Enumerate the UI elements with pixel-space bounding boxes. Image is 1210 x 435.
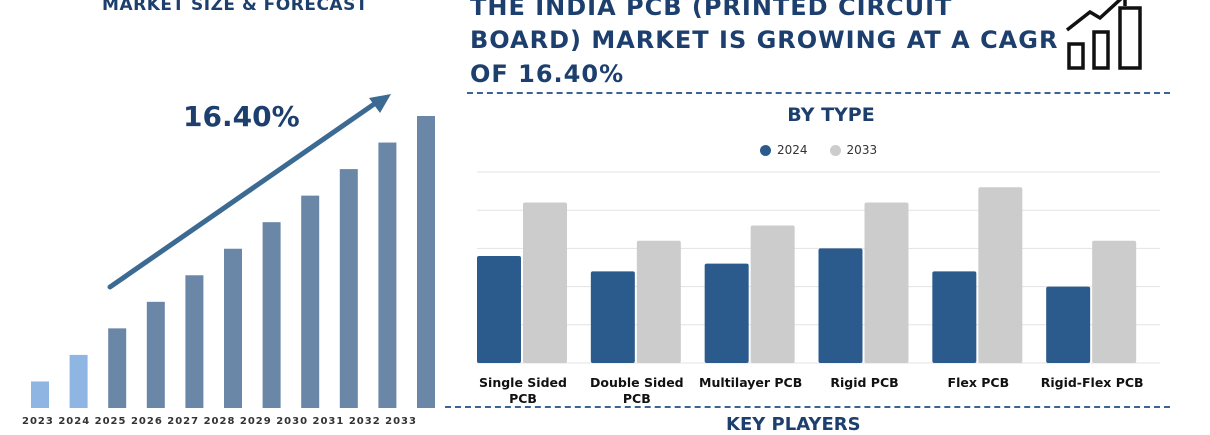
legend-item-2033: 2033 xyxy=(829,143,878,157)
market-bar-2032 xyxy=(378,142,397,408)
market-bar-2026 xyxy=(146,301,165,408)
market-bar-2023 xyxy=(31,381,49,408)
type-bar-2024-5 xyxy=(1046,286,1091,363)
by-type-legend: 2024 2033 xyxy=(760,143,877,157)
cagr-label: 16.40% xyxy=(183,100,300,133)
market-bar-2024 xyxy=(69,354,88,408)
by-type-title: BY TYPE xyxy=(787,104,875,126)
category-label-2: Multilayer PCB xyxy=(699,375,803,390)
type-bar-2024-1 xyxy=(590,271,635,363)
legend-swatch-2033 xyxy=(829,144,841,156)
category-label-0: Single Sided PCB xyxy=(479,375,567,406)
type-bar-2033-0 xyxy=(523,202,567,363)
type-bar-2033-4 xyxy=(978,187,1023,363)
type-bar-2024-0 xyxy=(477,256,521,363)
market-bar-2033 xyxy=(417,116,435,408)
growth-arrow-head xyxy=(369,94,391,113)
by-type-chart xyxy=(477,171,1160,364)
main-title-line-3: OF 16.40% xyxy=(470,60,625,88)
key-players-title: KEY PLAYERS xyxy=(726,414,861,435)
category-label-4: Flex PCB xyxy=(947,375,1010,390)
market-bar-2025 xyxy=(108,328,127,408)
section-divider-bottom xyxy=(445,406,1170,408)
market-bar-2027 xyxy=(185,275,204,408)
year-axis-strip: 2023 2024 2025 2026 2027 2028 2029 2030 … xyxy=(22,416,417,427)
legend-label-2033: 2033 xyxy=(846,143,878,157)
type-bar-2033-1 xyxy=(636,240,681,363)
type-bar-2033-2 xyxy=(750,225,795,363)
type-bar-2024-4 xyxy=(932,271,977,363)
section-divider-top xyxy=(467,92,1170,94)
main-title-line-2: BOARD) MARKET IS GROWING AT A CAGR xyxy=(470,26,1059,54)
category-label-5: Rigid-Flex PCB xyxy=(1040,375,1144,390)
type-bar-2033-5 xyxy=(1092,240,1137,363)
category-label-3: Rigid PCB xyxy=(830,375,899,390)
market-size-chart xyxy=(31,94,435,408)
type-bar-2033-3 xyxy=(864,202,909,363)
main-title-line-1: THE INDIA PCB (PRINTED CIRCUIT xyxy=(470,0,953,21)
market-bar-2029 xyxy=(262,222,281,408)
growth-arrow-line xyxy=(107,97,383,290)
market-bar-2030 xyxy=(301,195,320,408)
market-size-title: MARKET SIZE & FORECAST xyxy=(102,0,368,15)
type-bar-2024-2 xyxy=(704,263,749,363)
category-label-1: Double Sided PCB xyxy=(590,375,684,406)
legend-item-2024: 2024 xyxy=(760,143,808,157)
market-bar-2031 xyxy=(339,169,358,408)
legend-label-2024: 2024 xyxy=(777,143,808,157)
legend-swatch-2024 xyxy=(760,144,771,156)
type-bar-2024-3 xyxy=(818,248,863,363)
market-bar-2028 xyxy=(224,248,242,408)
